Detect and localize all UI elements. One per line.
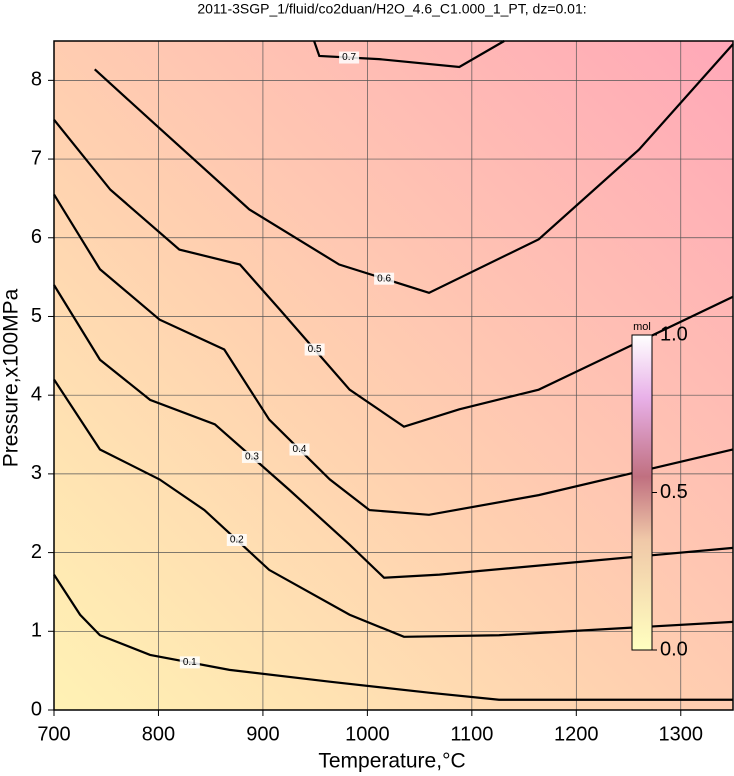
contour-label-bg: [289, 443, 310, 456]
contour-label: 0.3: [245, 452, 259, 463]
contour-label: 0.4: [293, 444, 307, 455]
y-tick-label: 2: [31, 541, 42, 563]
plot-background: [54, 41, 733, 710]
x-tick-label: 1200: [554, 723, 599, 745]
chart-title: 2011-3SGP_1/fluid/co2duan/H2O_4.6_C1.000…: [197, 1, 586, 17]
y-axis-label: Pressure,x100MPa: [0, 288, 23, 467]
y-tick-label: 6: [31, 226, 42, 248]
colorbar-tick-label: 0.0: [660, 638, 688, 660]
contour-label: 0.6: [377, 273, 391, 284]
colorbar: [631, 334, 653, 651]
y-tick-label: 1: [31, 620, 42, 642]
x-axis-label: Temperature,°C: [318, 750, 465, 773]
contour-line: [53, 378, 734, 638]
contour-label-bg: [304, 343, 325, 356]
y-tick-label: 8: [31, 69, 42, 91]
contour-label-bg: [374, 272, 395, 285]
contour-label-bg: [179, 656, 200, 669]
contour-line: [313, 40, 505, 69]
y-tick-label: 3: [31, 462, 42, 484]
colorbar-label: mol: [633, 321, 651, 333]
y-tick-label: 0: [31, 698, 42, 720]
contour-label: 0.2: [230, 535, 244, 546]
contour-label-bg: [339, 51, 360, 64]
contour-label-bg: [241, 450, 262, 463]
contour-label: 0.5: [308, 344, 322, 355]
colorbar-tick-label: 0.5: [660, 481, 688, 503]
y-tick-label: 7: [31, 147, 42, 169]
colorbar-tick-label: 1.0: [660, 323, 688, 345]
contour-label: 0.7: [342, 52, 356, 63]
contour-label-bg: [226, 533, 247, 546]
x-tick-label: 800: [142, 723, 175, 745]
contour-label: 0.1: [183, 657, 197, 668]
contour-line: [53, 284, 734, 579]
x-tick-label: 700: [37, 723, 70, 745]
y-tick-label: 4: [31, 383, 42, 405]
x-tick-label: 900: [246, 723, 279, 745]
x-tick-label: 1300: [659, 723, 704, 745]
plot-frame: [53, 40, 734, 711]
x-tick-label: 1000: [345, 723, 390, 745]
contour-line: [53, 574, 733, 701]
x-tick-label: 1100: [450, 723, 493, 745]
y-tick-label: 5: [31, 305, 42, 327]
